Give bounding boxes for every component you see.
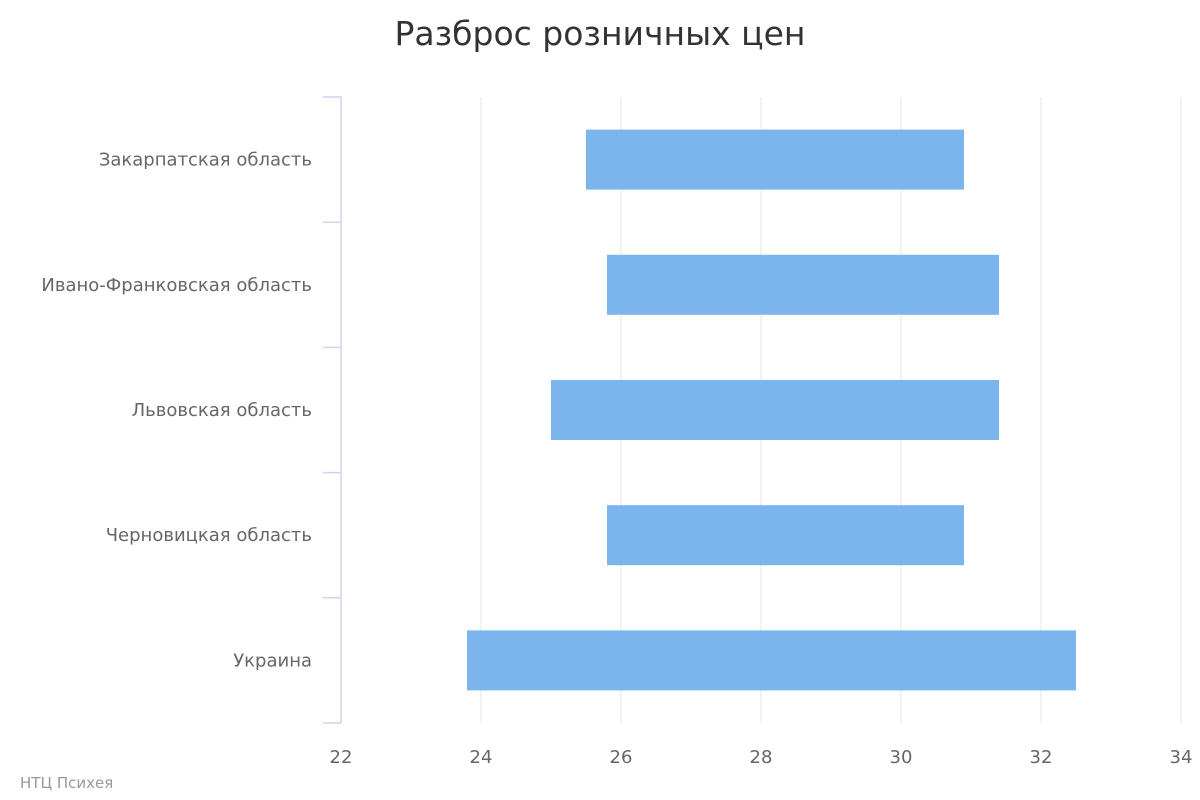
value-tick-label: 28 — [750, 747, 773, 768]
range-bar — [607, 505, 964, 566]
chart-title: Разброс розничных цен — [394, 14, 806, 53]
value-tick-label: 26 — [610, 747, 633, 768]
category-label: Украина — [233, 650, 312, 671]
value-tick-label: 32 — [1030, 747, 1053, 768]
range-bar — [467, 630, 1076, 691]
value-tick-label: 34 — [1170, 747, 1193, 768]
category-label: Закарпатская область — [99, 150, 312, 171]
range-bar — [607, 254, 999, 315]
range-bar — [551, 380, 999, 440]
value-tick-label: 30 — [890, 747, 913, 768]
category-label: Ивано-Франковская область — [41, 275, 312, 296]
value-tick-label: 24 — [470, 747, 493, 768]
range-bar — [586, 129, 964, 190]
category-label: Львовская область — [132, 400, 312, 421]
value-tick-label: 22 — [330, 747, 353, 768]
credit-text[interactable]: НТЦ Психея — [20, 774, 114, 792]
category-label: Черновицкая область — [106, 525, 312, 546]
